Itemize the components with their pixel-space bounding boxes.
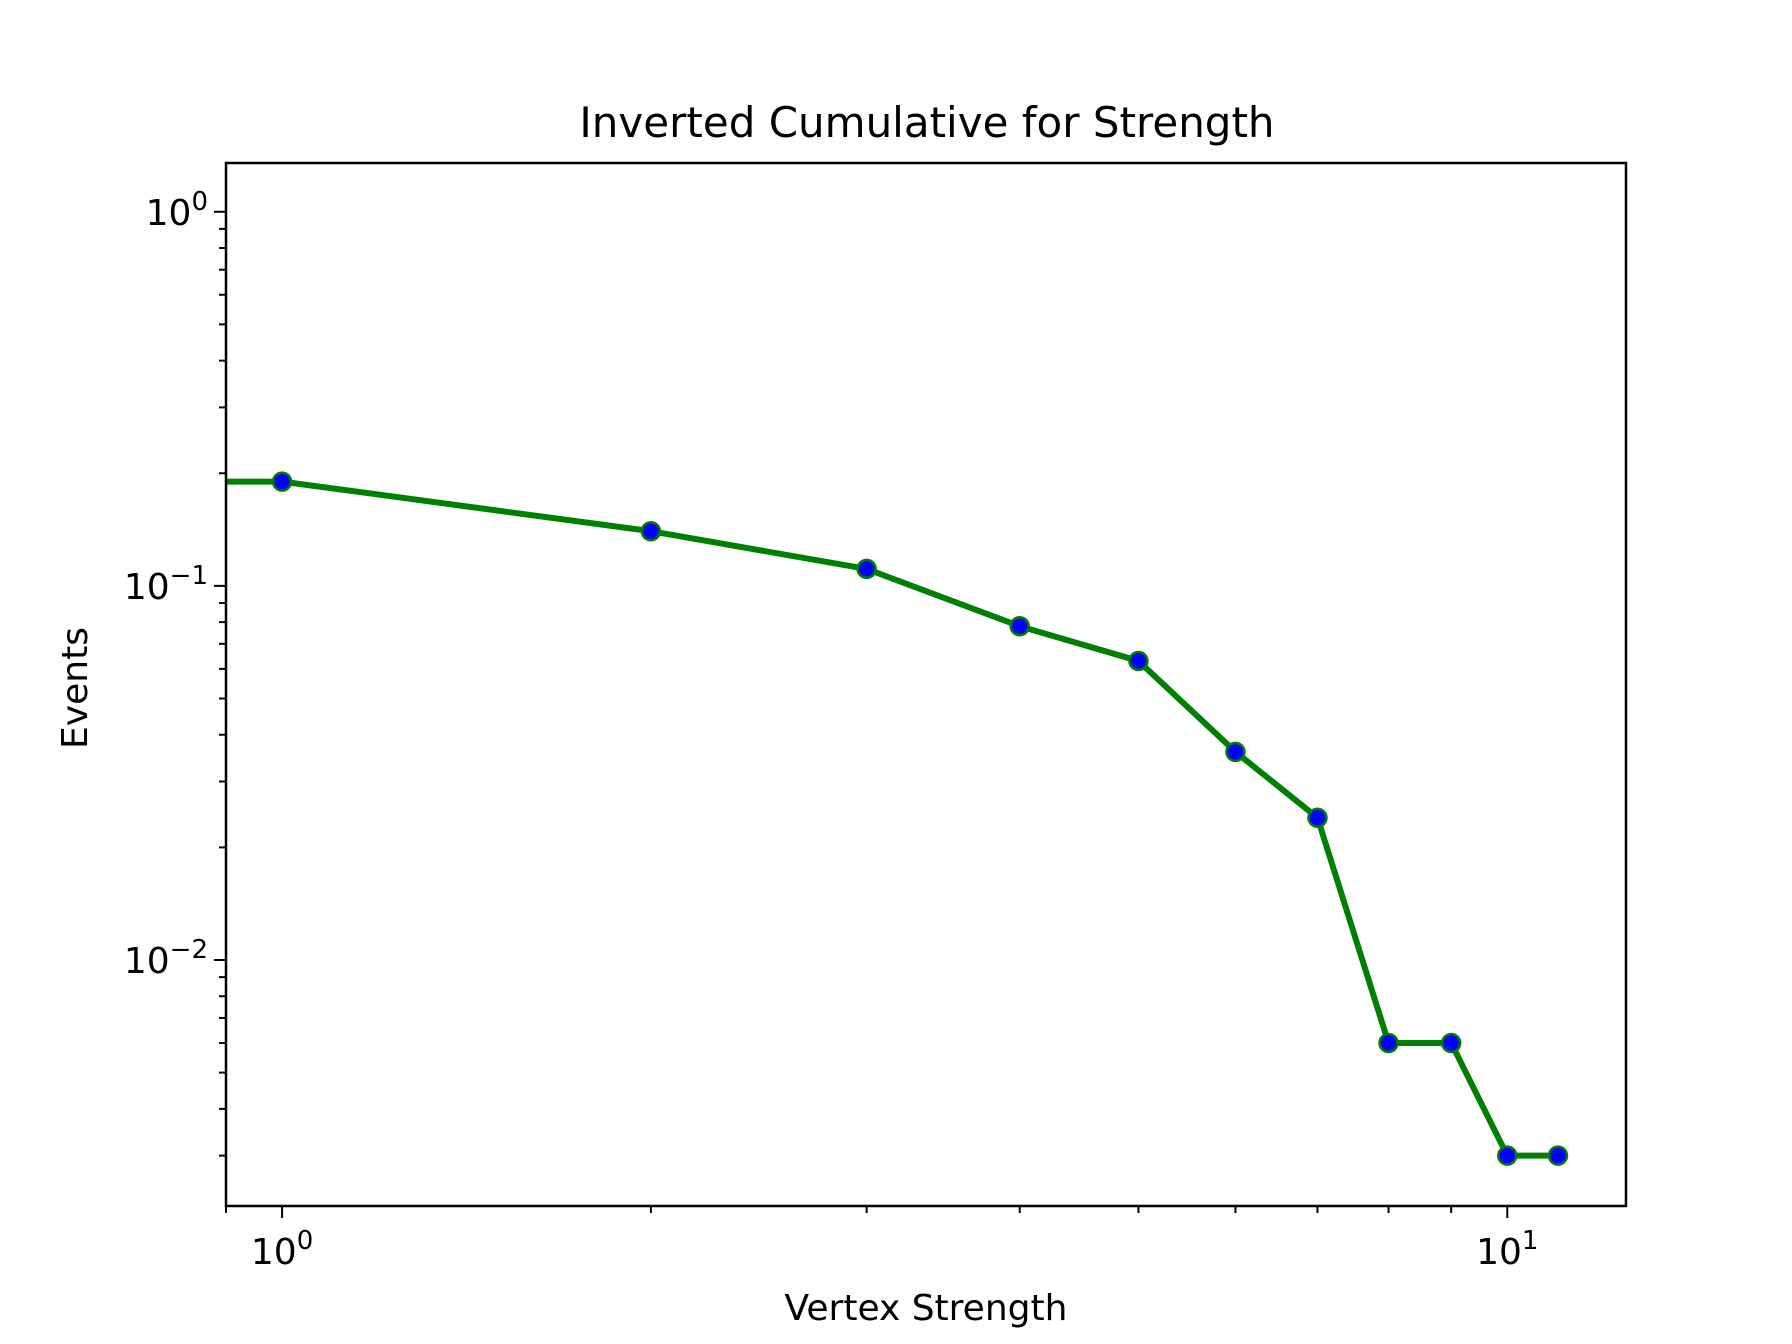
y-axis-label: Events (55, 627, 96, 749)
data-point (1225, 741, 1246, 763)
chart-title: Inverted Cumulative for Strength (579, 98, 1274, 147)
x-axis-label: Vertex Strength (785, 1288, 1068, 1329)
axis-ticks: 100 101 100 10−1 10−2 (124, 187, 1539, 1273)
data-point (1497, 1145, 1518, 1166)
y-tick-label: 10−1 (124, 561, 208, 608)
y-tick-label: 10−2 (124, 935, 208, 982)
x-tick-label: 101 (1476, 1226, 1538, 1273)
x-tick-label: 100 (251, 1226, 313, 1273)
data-point (271, 471, 293, 492)
series-line (226, 478, 1558, 1159)
data-point (1440, 1032, 1462, 1054)
data-point (640, 520, 662, 542)
data-point (1307, 807, 1328, 828)
plot-frame (224, 161, 1628, 1208)
plot-area (226, 471, 1569, 1166)
data-point (1009, 615, 1030, 637)
data-point (856, 558, 877, 580)
data-point (1378, 1032, 1399, 1054)
data-point (1128, 650, 1149, 672)
y-tick-label: 100 (146, 187, 208, 234)
data-point (1547, 1145, 1569, 1166)
